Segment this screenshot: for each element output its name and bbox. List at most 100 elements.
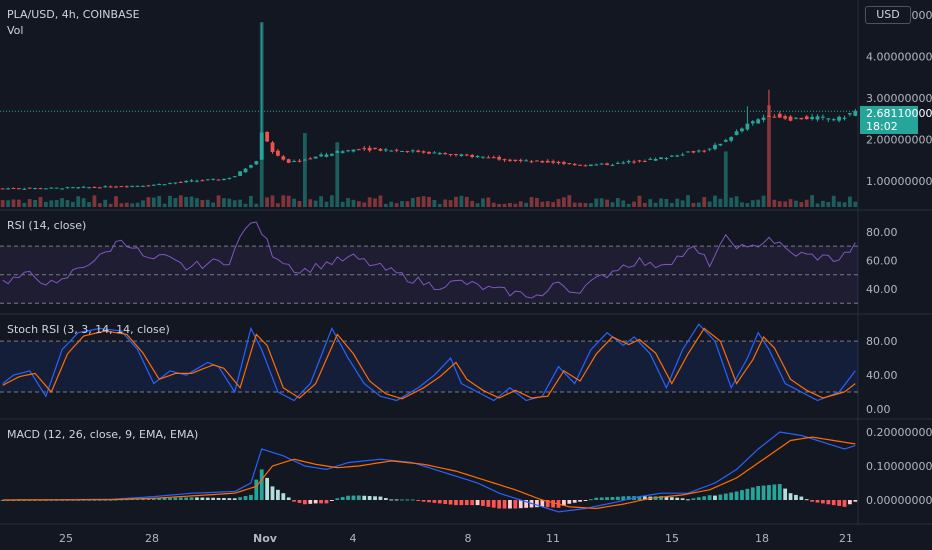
price-candle	[324, 154, 329, 157]
price-candle	[551, 161, 556, 163]
price-candle	[43, 188, 48, 190]
volume-bar	[151, 197, 156, 207]
macd-histogram-bar	[464, 500, 469, 506]
macd-tick: 0.20000000	[866, 426, 932, 439]
price-candle	[378, 148, 383, 151]
macd-histogram-bar	[200, 497, 205, 500]
price-candle	[772, 116, 777, 118]
price-candle	[615, 162, 620, 164]
price-candle	[680, 154, 685, 156]
price-candle	[124, 186, 129, 188]
price-candle	[410, 150, 415, 152]
price-candle	[351, 149, 356, 152]
price-candle	[529, 161, 534, 163]
macd-histogram-bar	[562, 500, 566, 506]
price-candle	[443, 152, 448, 155]
price-candle	[594, 164, 599, 166]
volume-bar	[178, 195, 183, 207]
macd-histogram-bar	[454, 500, 458, 506]
price-candle	[518, 159, 523, 161]
macd-histogram-bar	[346, 495, 350, 500]
price-candle	[270, 142, 275, 152]
price-candle	[65, 187, 70, 189]
price-candle	[826, 118, 831, 120]
time-tick: 25	[59, 532, 73, 545]
volume-bar	[669, 202, 674, 207]
macd-histogram-bar	[0, 500, 5, 501]
volume-bar	[653, 202, 658, 207]
volume-bar	[642, 202, 647, 207]
volume-bar	[254, 203, 259, 207]
volume-bar	[227, 198, 232, 207]
volume-bar	[22, 202, 27, 207]
volume-bar	[135, 202, 140, 207]
volume-bar	[286, 195, 291, 207]
price-candle	[108, 186, 113, 188]
price-candle	[626, 161, 631, 163]
price-candle	[356, 149, 361, 151]
volume-bar	[421, 196, 426, 207]
macd-histogram-bar	[707, 495, 712, 500]
volume-bar	[195, 198, 199, 207]
macd-histogram-bar	[281, 493, 286, 500]
volume-bar	[680, 200, 685, 207]
macd-histogram-bar	[794, 494, 798, 500]
volume-bar	[821, 200, 825, 207]
volume-bar	[572, 202, 577, 207]
volume-bar	[481, 198, 485, 207]
volume-bar	[837, 201, 842, 207]
currency-selector[interactable]: USD	[865, 6, 911, 24]
volume-bar	[232, 200, 237, 207]
macd-histogram-bar	[837, 500, 842, 506]
macd-histogram-bar	[664, 496, 669, 500]
volume-bar	[0, 200, 5, 207]
macd-histogram-bar	[475, 500, 480, 506]
macd-histogram-bar	[378, 496, 383, 500]
volume-bar	[718, 198, 723, 207]
volume-bar	[745, 203, 750, 207]
macd-histogram-bar	[410, 499, 415, 501]
volume-bar	[723, 151, 728, 207]
price-candle	[416, 150, 421, 153]
volume-bar	[464, 196, 469, 207]
macd-histogram-bar	[151, 498, 156, 500]
volume-bar	[324, 201, 329, 207]
volume-bar	[815, 203, 820, 207]
macd-histogram-bar	[642, 496, 647, 500]
macd-histogram-bar	[249, 494, 253, 500]
macd-histogram-bar	[535, 500, 539, 508]
stoch-tick: 0.00	[866, 403, 891, 416]
price-candle	[211, 178, 216, 180]
macd-histogram-bar	[821, 500, 825, 504]
volume-bar	[659, 198, 663, 207]
price-candle	[740, 128, 744, 132]
volume-bar	[713, 195, 717, 207]
price-candle	[513, 159, 518, 162]
price-candle	[276, 150, 280, 156]
price-candle	[119, 186, 124, 188]
price-candle	[33, 187, 37, 189]
bar-countdown: 18:02	[866, 120, 898, 133]
volume-bar	[281, 195, 286, 207]
price-candle	[308, 158, 313, 160]
price-candle	[470, 155, 475, 157]
macd-histogram-bar	[324, 500, 329, 504]
price-tick: 2.00000000	[866, 134, 932, 147]
volume-bar	[761, 195, 766, 207]
time-tick: 28	[145, 532, 159, 545]
price-candle	[146, 185, 151, 187]
macd-histogram-bar	[599, 497, 604, 500]
volume-bar	[400, 201, 404, 207]
macd-histogram-bar	[222, 498, 226, 500]
price-candle	[502, 159, 507, 161]
price-candle	[653, 158, 658, 161]
volume-bar	[772, 199, 777, 207]
volume-bar	[60, 198, 64, 207]
macd-histogram-bar	[502, 500, 507, 509]
price-candle	[400, 150, 404, 152]
macd-histogram-bar	[135, 498, 140, 500]
price-candle	[184, 180, 189, 183]
volume-bar	[454, 196, 458, 207]
time-tick: 8	[465, 532, 472, 545]
